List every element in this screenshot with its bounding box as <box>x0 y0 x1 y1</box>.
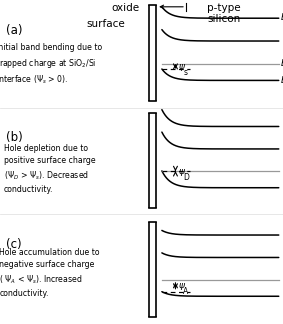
Text: p-type
silicon: p-type silicon <box>207 3 240 24</box>
Text: (a): (a) <box>6 24 22 37</box>
Text: Initial band bending due to
trapped charge at SiO$_2$/Si
interface ($\Psi_s$ > 0: Initial band bending due to trapped char… <box>0 43 102 86</box>
Text: $E_F$: $E_F$ <box>280 58 283 70</box>
Text: A: A <box>183 287 188 296</box>
Text: $\psi$: $\psi$ <box>178 281 186 292</box>
Text: s: s <box>183 68 187 77</box>
Text: Hole depletion due to
positive surface charge
($\Psi_D$ > $\Psi_s$). Decreased
c: Hole depletion due to positive surface c… <box>4 144 95 194</box>
Text: $E_V$: $E_V$ <box>280 74 283 87</box>
Text: $\psi$: $\psi$ <box>178 167 186 178</box>
Text: D: D <box>183 173 189 182</box>
Text: $E_C$: $E_C$ <box>280 12 283 24</box>
Text: surface: surface <box>87 19 125 29</box>
Text: oxide: oxide <box>112 3 140 13</box>
Text: (b): (b) <box>6 131 22 144</box>
Text: $\psi$: $\psi$ <box>178 62 186 73</box>
Text: Hole accumulation due to
negative surface charge
( $\Psi_A$ < $\Psi_s$). Increas: Hole accumulation due to negative surfac… <box>0 248 100 298</box>
Text: (c): (c) <box>6 238 21 251</box>
Text: SCR: SCR <box>178 0 194 1</box>
